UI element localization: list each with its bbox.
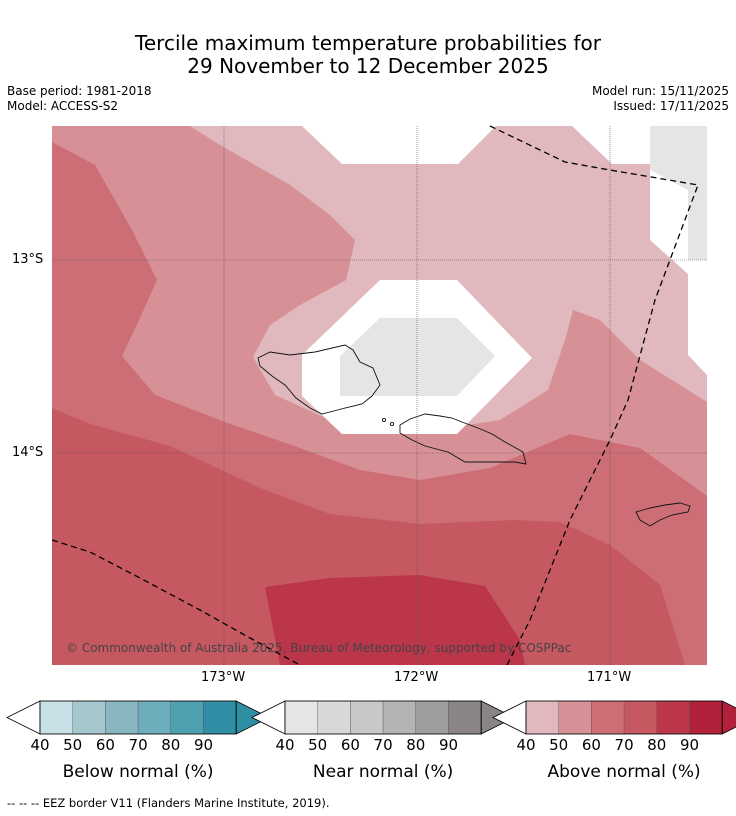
colorbar-2-tick-5: 90 [679,736,700,754]
colorbar-1-tick-0: 40 [275,736,295,754]
lon-label-172w: 172°W [394,670,439,685]
colorbar-2-cell-3 [623,700,657,735]
colorbar-2-low-extension [492,700,527,735]
colorbar-0-tick-5: 90 [193,736,214,754]
meta-right: Model run: 15/11/2025 Issued: 17/11/2025 [592,84,729,114]
white-top [302,126,496,164]
colorbar-0-tick-4: 80 [161,736,181,754]
title-line-1: Tercile maximum temperature probabilitie… [135,31,601,55]
eez-borders [51,125,699,666]
colorbar-1-cell-4 [415,700,449,735]
issued-date: Issued: 17/11/2025 [613,99,729,113]
colorbar-2-tick-4: 80 [647,736,667,754]
eez-border-south [51,539,301,666]
colorbar-2-outline [525,700,723,735]
colorbar-1-cell-3 [382,700,417,735]
colorbar-1-tick-5: 90 [438,736,459,754]
island-tutuila [635,502,691,527]
eez-footer-note: -- -- -- EEZ border V11 (Flanders Marine… [7,796,330,810]
colorbar-1-cell-1 [317,700,351,735]
island-savaii [257,344,381,415]
coastlines [257,344,691,527]
colorbar-0-cell-5 [203,700,237,735]
colorbar-2-tick-1: 50 [549,736,569,754]
colorbar-1-tick-3: 70 [373,736,393,754]
map-title: Tercile maximum temperature probabilitie… [0,32,736,78]
colorbar-0-tick-1: 50 [63,736,83,754]
eez-border-east [489,125,699,666]
meta-left: Base period: 1981-2018 Model: ACCESS-S2 [7,84,152,114]
near-normal-center [340,318,495,396]
colorbar-2-cell-2 [591,700,625,735]
colorbar-0-cell-1 [72,700,106,735]
island-upolu [399,413,527,465]
colorbar-0-tick-0: 40 [30,736,50,754]
colorbar-1-tick-1: 50 [308,736,328,754]
colorbar-1-cell-2 [350,700,384,735]
colorbar-0-cell-0 [39,700,73,735]
near-normal-topright [650,126,707,260]
colorbar-1-tick-2: 60 [340,736,360,754]
colorbar-1-low-extension [251,700,286,735]
model-name: Model: ACCESS-S2 [7,99,119,113]
colorbar-2-tick-3: 70 [614,736,634,754]
colorbars [6,700,736,735]
contour-80-90 [265,575,525,665]
colorbar-1-tick-4: 80 [406,736,426,754]
lat-label-13s: 13°S [12,252,44,267]
colorbar-2-tick-2: 60 [581,736,601,754]
colorbar-2-tick-0: 40 [516,736,536,754]
colorbar-2-cell-4 [656,700,690,735]
colorbar-1-cell-5 [448,700,482,735]
colorbar-1-cell-0 [284,700,318,735]
probability-contours [52,126,707,665]
colorbar-2-cell-1 [558,700,592,735]
title-line-2: 29 November to 12 December 2025 [187,54,549,78]
colorbar-1-label: Near normal (%) [312,762,454,782]
lat-label-14s: 14°S [12,445,44,460]
base-period: Base period: 1981-2018 [7,84,152,98]
lon-label-173w: 173°W [201,670,246,685]
colorbar-0-tick-2: 60 [95,736,115,754]
colorbar-0-cell-2 [105,700,139,735]
islet-2 [389,421,395,427]
colorbar-0-low-extension [6,700,41,735]
copyright-notice: © Commonwealth of Australia 2025, Bureau… [66,641,572,655]
colorbar-0-cell-3 [137,700,172,735]
white-right [572,126,707,375]
colorbar-2-high-extension [721,700,736,735]
colorbar-0-label: Below normal (%) [62,762,214,782]
colorbar-0-outline [39,700,237,735]
model-run: Model run: 15/11/2025 [591,84,729,98]
colorbar-2-label: Above normal (%) [547,762,701,782]
colorbar-2-cell-0 [525,700,559,735]
lon-label-171w: 171°W [587,670,632,685]
colorbar-0-tick-3: 70 [128,736,148,754]
colorbar-1-outline [284,700,482,735]
islet-1 [381,417,387,423]
colorbar-0-cell-4 [170,700,204,735]
colorbar-2-cell-5 [689,700,723,735]
